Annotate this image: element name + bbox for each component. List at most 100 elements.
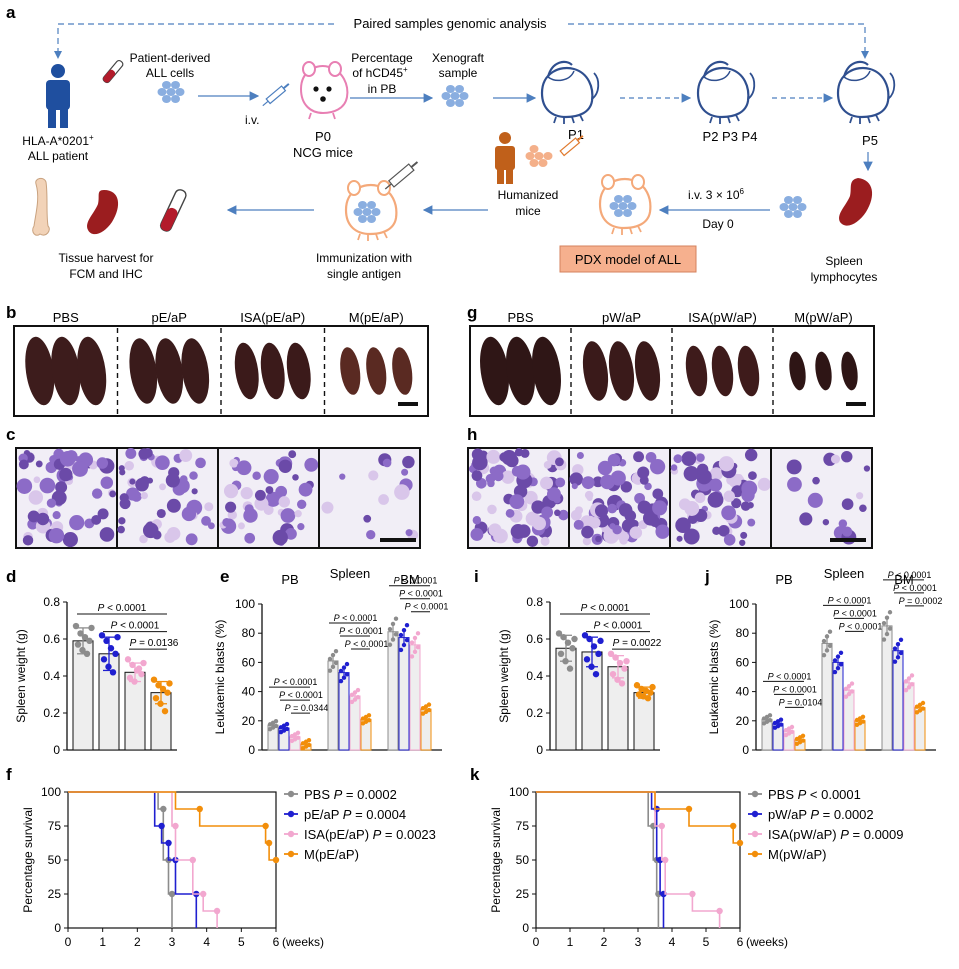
- cell: [505, 508, 515, 518]
- cell: [254, 496, 269, 511]
- cell: [278, 496, 291, 508]
- cell: [856, 492, 864, 500]
- cell: [91, 514, 102, 525]
- data-point: [623, 658, 630, 665]
- p5-mouse-icon: [836, 60, 896, 126]
- data-point: [597, 637, 604, 645]
- legend-label: ISA(pE/aP) P = 0.0023: [304, 827, 436, 842]
- data-point: [560, 633, 567, 641]
- event-marker: [160, 805, 167, 813]
- cell: [96, 457, 109, 469]
- y-tick-label: 0: [54, 921, 61, 935]
- data-point: [903, 679, 909, 684]
- cell: [582, 537, 592, 546]
- cell: [265, 486, 274, 494]
- event-marker: [158, 822, 165, 830]
- legend-marker: [751, 850, 759, 858]
- cell: [135, 477, 149, 492]
- data-point: [124, 656, 132, 663]
- cell: [27, 510, 40, 523]
- cell: [723, 490, 735, 503]
- data-point: [569, 645, 576, 652]
- bar: [821, 642, 833, 751]
- blood-tube-icon: [102, 59, 124, 84]
- data-point: [355, 687, 361, 693]
- cell: [237, 522, 245, 530]
- data-point: [164, 689, 171, 696]
- y-tick-label: 100: [41, 785, 61, 799]
- cell: [366, 530, 376, 540]
- cell: [16, 478, 33, 494]
- bar: [327, 660, 339, 751]
- scale-bar-c: [380, 538, 416, 542]
- cell: [33, 476, 41, 484]
- cell: [841, 450, 853, 463]
- cell: [696, 453, 705, 463]
- survival-curve: [68, 791, 276, 861]
- spleen-organ: [506, 336, 535, 406]
- cell: [657, 529, 666, 538]
- p-value-label: P < 0.0001: [394, 576, 438, 586]
- y-tick-label: 0.6: [526, 632, 543, 646]
- event-marker: [189, 856, 196, 864]
- cell: [472, 454, 488, 471]
- data-point: [835, 654, 841, 659]
- event-marker: [262, 822, 269, 830]
- cell: [812, 476, 820, 485]
- cell: [723, 534, 736, 546]
- y-tick-label: 75: [48, 819, 62, 833]
- data-point: [105, 663, 112, 670]
- y-tick-label: 100: [235, 597, 255, 611]
- cell: [263, 469, 279, 485]
- data-point: [159, 685, 167, 693]
- cell: [712, 526, 721, 536]
- bone-icon: [32, 177, 50, 236]
- cell: [841, 498, 854, 510]
- event-marker: [213, 907, 221, 915]
- data-point: [426, 702, 432, 707]
- cell: [35, 460, 43, 468]
- spleen-organ: [841, 351, 858, 391]
- data-point: [412, 635, 418, 641]
- cell: [584, 490, 594, 500]
- y-tick-label: 0: [248, 743, 255, 757]
- y-tick-label: 0: [536, 743, 543, 757]
- spleen-organ: [129, 338, 158, 404]
- data-point: [564, 639, 572, 646]
- y-tick-label: 0.2: [526, 706, 543, 720]
- data-point: [909, 673, 915, 678]
- data-point: [843, 686, 849, 692]
- group-label: M(pE/aP): [349, 310, 404, 325]
- cell: [555, 477, 566, 488]
- y-tick-label: 20: [242, 714, 256, 728]
- data-point: [126, 674, 134, 682]
- y-tick-label: 60: [736, 655, 750, 669]
- cell: [118, 517, 126, 525]
- cell: [159, 483, 167, 491]
- cell: [191, 488, 198, 495]
- all-cells-icon: [157, 81, 185, 103]
- group-label: PB: [281, 572, 298, 587]
- spleen-icon: [87, 190, 119, 235]
- cells-label-2: ALL cells: [146, 66, 194, 80]
- p0-mouse-icon: [299, 61, 349, 120]
- y-tick-label: 80: [242, 626, 256, 640]
- cell: [637, 466, 650, 479]
- y-axis-label: Percentage survival: [21, 807, 35, 912]
- cell: [607, 453, 621, 467]
- human-donor-icon: [495, 132, 515, 184]
- cell: [119, 498, 131, 510]
- y-tick-label: 0: [742, 743, 749, 757]
- spleen-organ: [737, 345, 760, 397]
- spleen-label-1: Spleen: [825, 254, 862, 268]
- p-value-label: P < 0.0001: [594, 621, 643, 632]
- data-point: [112, 650, 119, 657]
- data-point: [881, 637, 887, 642]
- data-point: [333, 660, 339, 666]
- data-point: [107, 645, 115, 652]
- cell: [298, 482, 313, 497]
- data-point: [409, 654, 415, 659]
- event-marker: [662, 856, 669, 864]
- donor-cells-icon: [525, 145, 553, 167]
- panel-letter-g: g: [467, 303, 477, 322]
